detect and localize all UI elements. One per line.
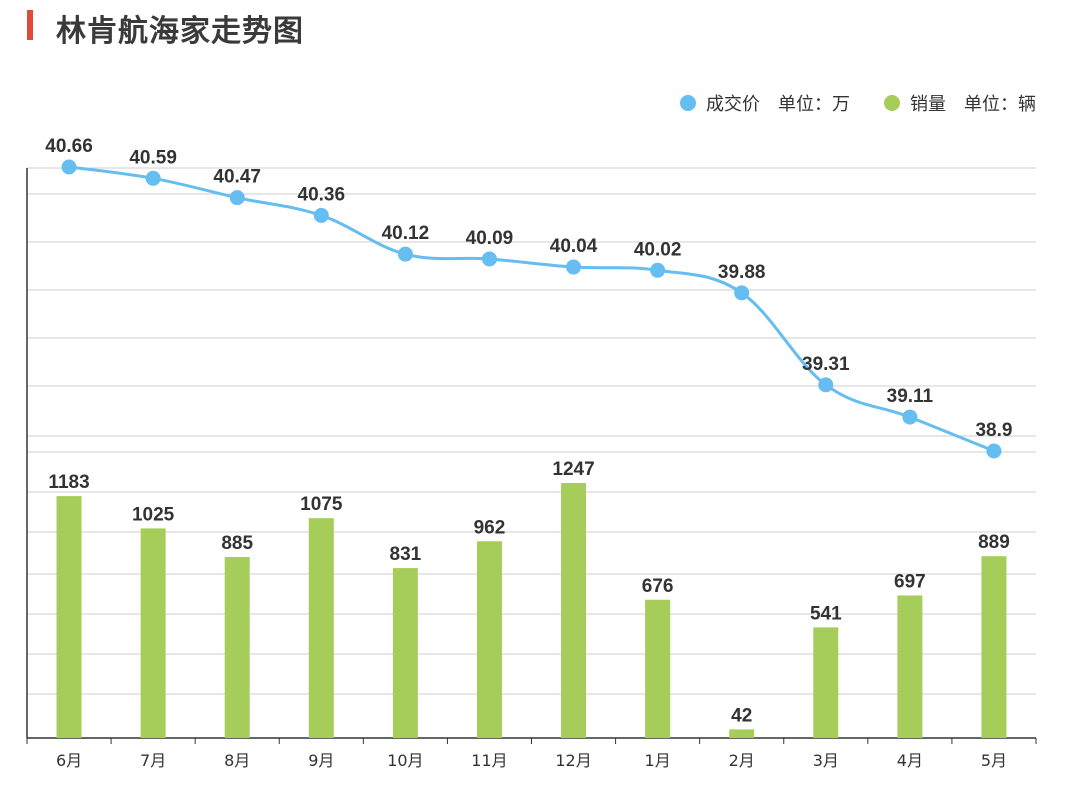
sales-bar bbox=[897, 595, 923, 738]
price-value-label: 40.12 bbox=[382, 223, 430, 244]
x-tick-label: 3月 bbox=[813, 751, 839, 770]
sales-value-label: 962 bbox=[474, 517, 506, 538]
price-point bbox=[566, 259, 582, 275]
legend-price-label: 成交价 bbox=[706, 94, 760, 115]
legend-item-price[interactable]: 成交价 单位：万 bbox=[680, 90, 850, 116]
price-value-label: 39.11 bbox=[887, 386, 934, 407]
sales-bar bbox=[729, 729, 755, 738]
sales-bar bbox=[981, 556, 1007, 738]
legend: 成交价 单位：万 销量 单位：辆 bbox=[646, 90, 1036, 116]
sales-value-label: 42 bbox=[731, 705, 752, 726]
sales-value-label: 1247 bbox=[552, 459, 594, 480]
x-tick-label: 1月 bbox=[645, 751, 671, 770]
price-value-label: 40.09 bbox=[466, 228, 514, 249]
price-value-label: 40.47 bbox=[213, 167, 261, 188]
price-value-label: 40.04 bbox=[550, 236, 598, 257]
sales-bar bbox=[308, 518, 334, 738]
price-point bbox=[902, 409, 918, 425]
sales-value-label: 697 bbox=[894, 571, 926, 592]
x-tick-label: 5月 bbox=[981, 751, 1007, 770]
price-point bbox=[986, 443, 1002, 459]
x-tick-label: 8月 bbox=[224, 751, 250, 770]
sales-bar bbox=[140, 528, 166, 738]
sales-value-label: 831 bbox=[390, 544, 422, 565]
sales-value-label: 541 bbox=[810, 603, 842, 624]
legend-item-sales[interactable]: 销量 单位：辆 bbox=[884, 90, 1036, 116]
sales-bar bbox=[392, 568, 418, 738]
legend-sales-unit: 单位：辆 bbox=[964, 94, 1036, 115]
sales-bar bbox=[224, 557, 250, 738]
x-tick-label: 9月 bbox=[308, 751, 334, 770]
legend-sales-label: 销量 bbox=[910, 94, 946, 115]
legend-price-unit: 单位：万 bbox=[778, 94, 850, 115]
x-tick-label: 11月 bbox=[471, 751, 507, 770]
sales-bar bbox=[561, 483, 587, 738]
x-tick-label: 10月 bbox=[387, 751, 423, 770]
sales-value-label: 1025 bbox=[132, 504, 175, 525]
price-value-label: 39.31 bbox=[802, 354, 850, 375]
chart-title: 林肯航海家走势图 bbox=[56, 14, 304, 49]
price-value-label: 38.9 bbox=[975, 420, 1012, 441]
price-value-label: 40.66 bbox=[45, 136, 93, 157]
price-value-label: 40.59 bbox=[129, 147, 177, 168]
x-tick-label: 6月 bbox=[56, 751, 82, 770]
sales-bar bbox=[476, 541, 502, 738]
price-line bbox=[68, 165, 995, 453]
sales-value-label: 1183 bbox=[48, 472, 89, 493]
sales-value-label: 889 bbox=[978, 532, 1010, 553]
x-tick-label: 2月 bbox=[729, 751, 755, 770]
price-point bbox=[818, 377, 834, 393]
sales-value-label: 885 bbox=[221, 533, 253, 554]
legend-sales-dot bbox=[884, 95, 900, 111]
price-point bbox=[313, 207, 329, 223]
price-point bbox=[229, 190, 245, 206]
sales-bar bbox=[813, 627, 839, 738]
price-value-label: 40.02 bbox=[634, 239, 682, 260]
price-value-label: 40.36 bbox=[298, 184, 346, 205]
title-accent-bar bbox=[27, 10, 33, 40]
x-tick-label: 12月 bbox=[555, 751, 591, 770]
price-point bbox=[650, 262, 666, 278]
price-point bbox=[61, 159, 77, 175]
price-point bbox=[397, 246, 413, 262]
sales-bar bbox=[645, 599, 671, 738]
sales-value-label: 1075 bbox=[300, 494, 343, 515]
sales-bar bbox=[56, 496, 82, 738]
price-value-label: 39.88 bbox=[718, 262, 766, 283]
price-point bbox=[734, 285, 750, 301]
x-tick-label: 4月 bbox=[897, 751, 923, 770]
price-point bbox=[145, 170, 161, 186]
price-point bbox=[481, 251, 497, 267]
sales-value-label: 676 bbox=[642, 576, 674, 597]
x-tick-label: 7月 bbox=[140, 751, 166, 770]
legend-price-dot bbox=[680, 95, 696, 111]
